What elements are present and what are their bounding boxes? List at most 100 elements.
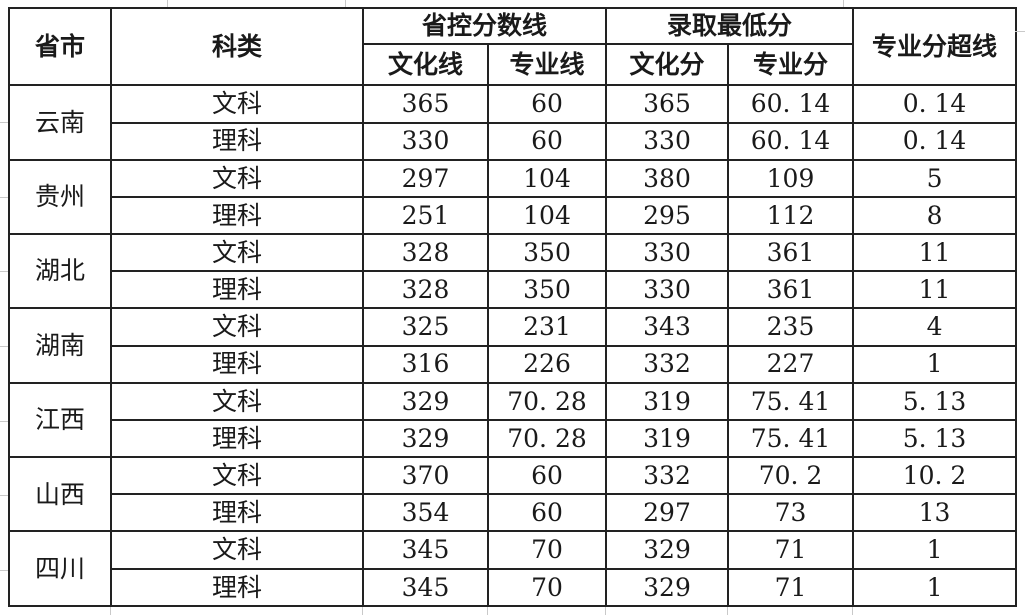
gridline-stub [1015,31,1025,32]
category-cell: 文科 [110,381,364,421]
over-line-cell: 11 [852,270,1018,310]
admit-culture-cell: 330 [605,270,730,310]
control-major-cell: 70 [486,530,608,570]
control-culture-cell: 329 [362,381,489,421]
table-row: 理科 316 226 332 227 1 [9,344,1018,384]
category-cell: 文科 [110,233,364,273]
admit-major-cell: 235 [727,307,855,347]
over-line-cell: 5 [852,158,1018,198]
gridline-stub [852,607,853,615]
province-name: 湖北 [8,233,112,310]
province-name: 四川 [8,530,112,607]
over-line-cell: 10. 2 [852,456,1018,496]
gridline-stub [0,495,8,496]
control-major-cell: 350 [486,270,608,310]
over-line-cell: 0. 14 [852,84,1018,124]
gridline-stub [605,607,606,615]
table-row: 江西 文科 329 70. 28 319 75. 41 5. 13 [8,381,1018,459]
gridline-stub [0,122,8,123]
header-province: 省市 [8,6,112,87]
control-major-cell: 104 [486,195,608,236]
control-major-cell: 60 [486,493,608,533]
admit-major-cell: 71 [727,567,855,608]
gridline-stub [0,570,8,571]
admit-major-cell: 227 [727,344,855,384]
admit-culture-cell: 365 [605,84,730,124]
admit-culture-cell: 332 [605,456,730,496]
category-cell: 理科 [110,493,364,533]
gridline-stub [167,0,168,7]
over-line-cell: 5. 13 [852,418,1018,459]
admit-major-cell: 71 [727,530,855,570]
header-admit-culture-score: 文化分 [605,43,730,87]
over-line-cell: 13 [852,493,1018,533]
header-control-major-line: 专业线 [486,43,608,87]
category-cell: 文科 [110,456,364,496]
category-cell: 文科 [110,84,364,124]
admit-culture-cell: 329 [605,567,730,608]
control-culture-cell: 325 [362,307,489,347]
control-major-cell: 60 [486,84,608,124]
admission-score-table: 省市 科类 省控分数线 录取最低分 专业分超线 文化线 专业线 文化分 专业分 … [8,6,1018,608]
header-major-over-line: 专业分超线 [852,6,1018,87]
table-row: 理科 251 104 295 112 8 [9,195,1018,236]
control-culture-cell: 328 [362,270,489,310]
table-row: 湖北 文科 328 350 330 361 11 [8,233,1018,310]
control-culture-cell: 330 [362,121,489,161]
over-line-cell: 11 [852,233,1018,273]
gridline-stub [727,607,728,615]
admit-major-cell: 60. 14 [727,121,855,161]
province-name: 湖南 [8,307,112,384]
over-line-cell: 1 [852,530,1018,570]
header-admit-major-score: 专业分 [727,43,855,87]
category-cell: 理科 [110,567,364,608]
gridline-stub [487,607,488,615]
control-culture-cell: 316 [362,344,489,384]
control-major-cell: 226 [486,344,608,384]
admit-major-cell: 361 [727,233,855,273]
gridline-stub [0,421,8,422]
over-line-cell: 1 [852,344,1018,384]
admit-major-cell: 75. 41 [727,381,855,421]
over-line-cell: 4 [852,307,1018,347]
table-row: 理科 329 70. 28 319 75. 41 5. 13 [9,418,1018,459]
gridline-stub [0,197,8,198]
gridline-stub [0,346,8,347]
admit-culture-cell: 297 [605,493,730,533]
province-name: 江西 [8,381,112,459]
admit-culture-cell: 295 [605,195,730,236]
over-line-cell: 0. 14 [852,121,1018,161]
control-culture-cell: 370 [362,456,489,496]
gridline-stub [0,271,8,272]
admit-major-cell: 112 [727,195,855,236]
over-line-cell: 8 [852,195,1018,236]
admit-culture-cell: 329 [605,530,730,570]
control-culture-cell: 251 [362,195,489,236]
control-culture-cell: 297 [362,158,489,198]
category-cell: 文科 [110,530,364,570]
admit-culture-cell: 319 [605,381,730,421]
gridline-stub [345,0,346,7]
control-major-cell: 231 [486,307,608,347]
header-row-2: 文化线 专业线 文化分 专业分 [9,43,1016,87]
header-category: 科类 [110,6,364,87]
admit-major-cell: 361 [727,270,855,310]
admit-major-cell: 73 [727,493,855,533]
province-name: 山西 [8,456,112,533]
admit-major-cell: 70. 2 [727,456,855,496]
gridline-stub [110,607,111,615]
table-row: 云南 文科 365 60 365 60. 14 0. 14 [8,84,1018,161]
table-row: 四川 文科 345 70 329 71 1 [8,530,1018,607]
admit-culture-cell: 380 [605,158,730,198]
control-major-cell: 350 [486,233,608,273]
control-major-cell: 70. 28 [486,381,608,421]
category-cell: 理科 [110,121,364,161]
header-control-line-group: 省控分数线 [361,6,608,46]
control-culture-cell: 329 [362,418,489,459]
admit-culture-cell: 330 [605,121,730,161]
category-cell: 文科 [110,158,364,198]
admit-major-cell: 75. 41 [727,418,855,459]
gridline-stub [843,0,844,7]
over-line-cell: 1 [852,567,1018,608]
